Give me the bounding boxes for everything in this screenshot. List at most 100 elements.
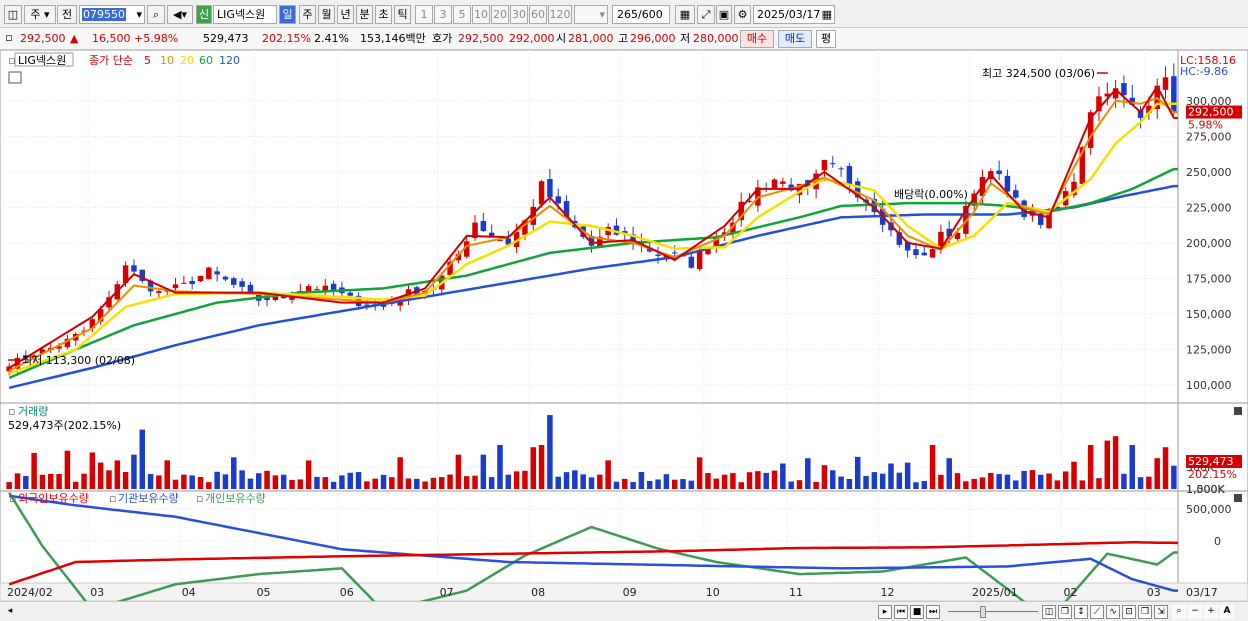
stop-icon[interactable]: ■ — [910, 605, 924, 619]
tick-30[interactable]: 30 — [510, 5, 528, 24]
draw-icon[interactable]: ⤢ — [697, 5, 715, 24]
holding-legend-3: 개인보유수량 — [205, 492, 266, 505]
sell-button[interactable]: 매도 — [778, 30, 812, 48]
prev-button[interactable]: 전 — [57, 5, 77, 24]
legend-ma-10: 10 — [160, 54, 174, 67]
tick-3[interactable]: 3 — [434, 5, 452, 24]
calendar-icon[interactable]: ▦ — [821, 8, 832, 21]
tick-120[interactable]: 120 — [548, 5, 572, 24]
axis-icon[interactable]: ↕ — [1074, 605, 1088, 619]
volume-last-value: 529,473 — [1188, 455, 1234, 468]
volume-bars — [6, 415, 1177, 489]
volume-bar — [1054, 480, 1061, 489]
zoom-slider-thumb[interactable] — [980, 606, 986, 618]
copy-icon[interactable]: ❐ — [1058, 605, 1072, 619]
date-label: 09 — [623, 586, 637, 599]
tab-7[interactable]: 틱 — [394, 5, 411, 24]
date-label: 03 — [90, 586, 104, 599]
code-input[interactable]: 079550 ▾ — [79, 5, 145, 24]
zoom-in-icon[interactable]: + — [1204, 605, 1218, 619]
search-icon[interactable]: ⌕ — [1172, 605, 1186, 619]
duplicate-icon[interactable]: ❒ — [1138, 605, 1152, 619]
export-icon[interactable]: ⇲ — [1154, 605, 1168, 619]
candle-body — [1004, 175, 1011, 192]
date-label: 05 — [257, 586, 271, 599]
price-tick-label: 125,000 — [1186, 343, 1232, 356]
candle-body — [1071, 181, 1077, 196]
candle-body — [730, 222, 736, 234]
volume-bar — [81, 473, 87, 489]
candle-body — [206, 267, 212, 280]
candle-body — [97, 309, 104, 322]
candle-body — [264, 297, 270, 301]
scroll-bar[interactable]: ◂ ▸ ⏮ ■ ⏭ ◫ ❐ ↕ ⟋ ∿ ⊡ ❒ ⇲ ⌕ − + A — [0, 601, 1248, 621]
line-icon[interactable]: ∿ — [1106, 605, 1120, 619]
play-icon[interactable]: ▸ — [878, 605, 892, 619]
volume-bar — [247, 478, 254, 489]
speaker-icon[interactable]: ◀▾ — [167, 5, 193, 24]
candle-body — [89, 319, 96, 329]
low-annotation: 최저 113,300 (02/08) — [22, 354, 135, 367]
fit-icon[interactable]: ⊡ — [1122, 605, 1136, 619]
tick-1[interactable]: 1 — [415, 5, 433, 24]
volume-bar — [780, 463, 786, 489]
buy-button[interactable]: 매수 — [740, 30, 774, 48]
volume-bar — [755, 471, 761, 489]
tab-1[interactable]: 일 — [279, 5, 296, 24]
scroll-left-icon[interactable]: ◂ — [7, 606, 13, 616]
tab-6[interactable]: 초 — [375, 5, 392, 24]
count-total: /600 — [638, 8, 663, 21]
candle-body — [705, 247, 711, 255]
zoom-slider[interactable] — [948, 611, 1038, 612]
dropdown-arrow-icon: ▾ — [136, 8, 142, 21]
tab-4[interactable]: 년 — [337, 5, 354, 24]
unit-dropdown[interactable]: ▾ — [574, 5, 608, 24]
volume-bar — [572, 470, 578, 489]
rewind-icon[interactable]: ⏮ — [894, 605, 908, 619]
forward-icon[interactable]: ⏭ — [926, 605, 940, 619]
date-label-last: 03/17 — [1186, 586, 1218, 599]
tick-10[interactable]: 10 — [472, 5, 490, 24]
candle-body — [904, 241, 911, 251]
tick-60[interactable]: 60 — [529, 5, 547, 24]
settings-gear-icon[interactable]: ⚙ — [734, 5, 751, 24]
window-icon[interactable]: ◫ — [1042, 605, 1056, 619]
eval-button[interactable]: 평 — [816, 30, 836, 48]
volume-bar — [39, 474, 46, 489]
candle-body — [314, 289, 320, 291]
volume-bar — [921, 480, 928, 489]
volume-bar — [597, 474, 603, 489]
volume-bar — [1129, 445, 1135, 489]
date-field[interactable]: 2025/03/17 ▦ — [753, 5, 835, 24]
count-field[interactable]: 265/600 — [612, 5, 670, 24]
candle-body — [214, 271, 220, 275]
volume-bar — [255, 473, 262, 489]
volume-bar — [696, 457, 703, 489]
candle-body — [613, 225, 620, 235]
quote-change: 16,500 — [92, 32, 131, 45]
high-annotation: 최고 324,500 (03/06) — [982, 67, 1095, 80]
tick-20[interactable]: 20 — [491, 5, 509, 24]
trend-icon[interactable]: ⟋ — [1090, 605, 1104, 619]
candle-body — [522, 220, 528, 235]
quote-price: 292,500 — [20, 32, 66, 45]
tab-2[interactable]: 주 — [299, 5, 316, 24]
volume-bar — [1146, 476, 1152, 489]
volume-bar — [580, 474, 586, 489]
last-price-tag — [1186, 105, 1242, 119]
search-icon[interactable]: ⌕ — [147, 5, 165, 24]
stock-chart[interactable]: 300,000 275,000 250,000 225,000 200,000 175,0… — [0, 50, 1248, 601]
grid-icon[interactable]: ▦ — [675, 5, 695, 24]
tab-3[interactable]: 월 — [318, 5, 335, 24]
volume-bar — [463, 476, 470, 489]
font-size-icon[interactable]: A — [1220, 605, 1234, 619]
zoom-out-icon[interactable]: − — [1188, 605, 1202, 619]
save-icon[interactable]: ▣ — [716, 5, 732, 24]
candle-body — [971, 193, 977, 206]
chart-type-icon[interactable]: ◫ — [4, 5, 22, 24]
tab-5[interactable]: 분 — [356, 5, 373, 24]
volume-bar — [746, 472, 753, 489]
period-dropdown[interactable]: 주 ▾ — [24, 5, 56, 24]
tick-5[interactable]: 5 — [453, 5, 471, 24]
candle-body — [139, 269, 146, 281]
